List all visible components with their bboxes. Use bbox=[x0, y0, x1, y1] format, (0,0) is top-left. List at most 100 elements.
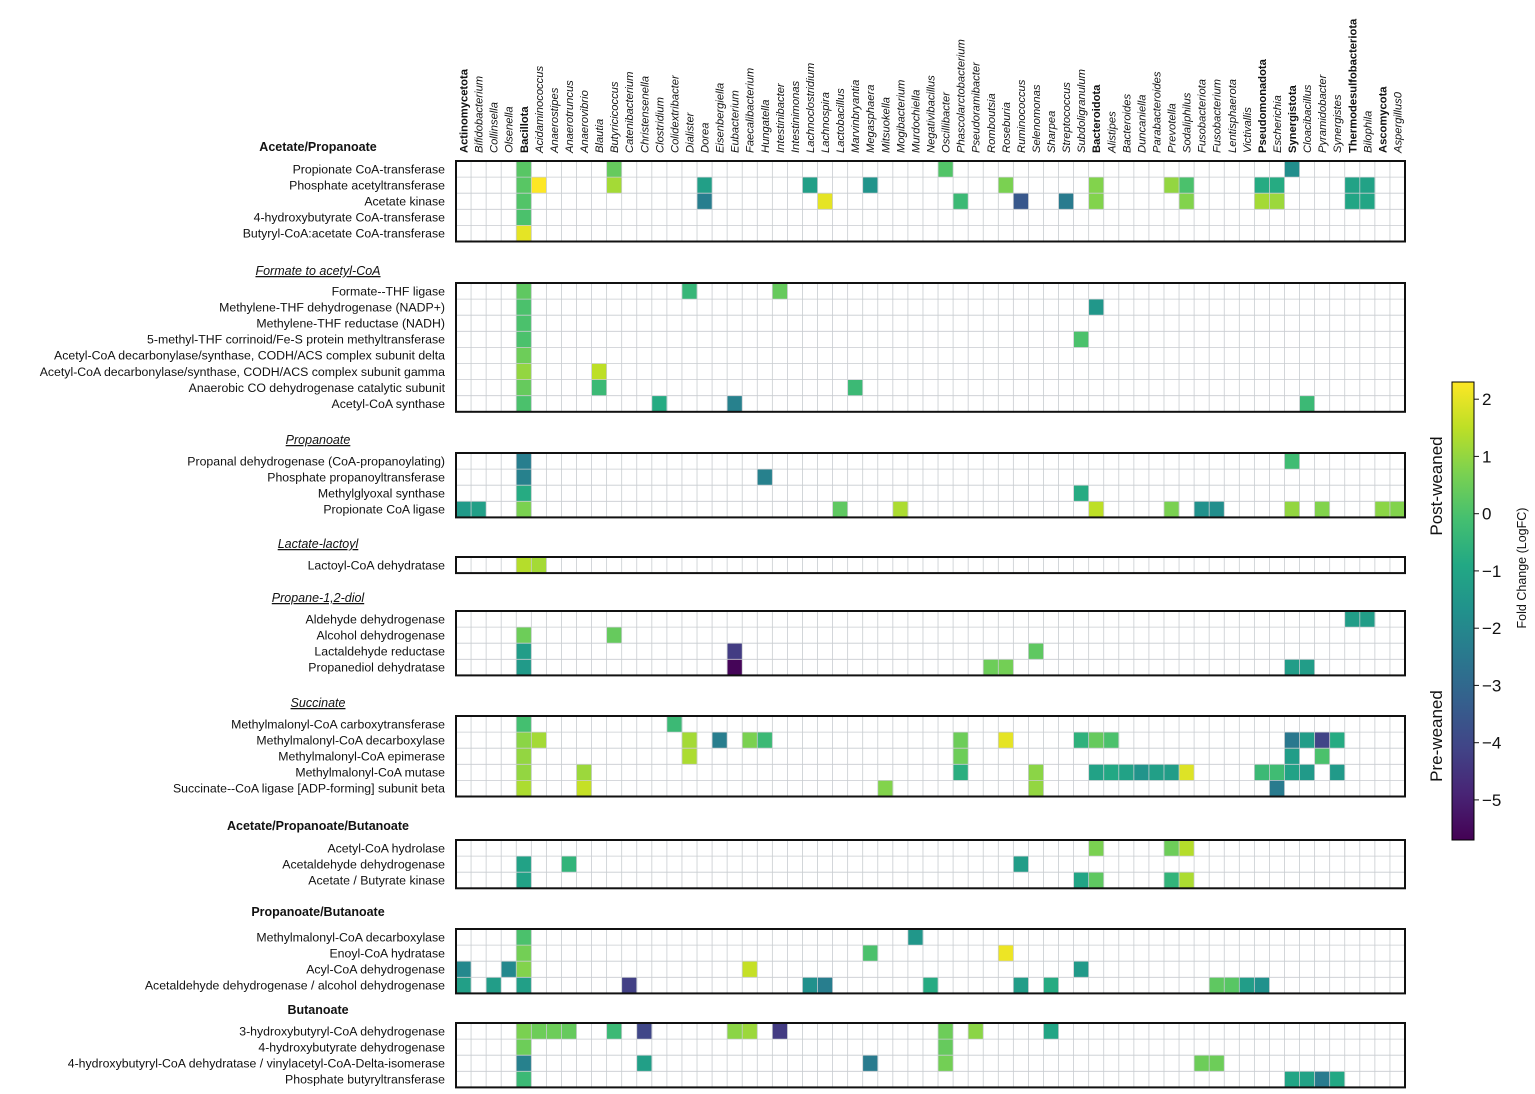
cell-acetate-kinase-sodaliphilus bbox=[1179, 193, 1195, 210]
cell-acetyl-coa-hydrolase-sodaliphilus bbox=[1179, 840, 1195, 857]
cell-4-hydroxybutyryl-coa-dehydratase-vinylacetyl-coa-delta-isomerase-bacillota bbox=[516, 1055, 532, 1072]
column-label-bacteroides: Bacteroides bbox=[1121, 94, 1133, 153]
cell-acetaldehyde-dehydrogenase-alcohol-dehydrogenase-lachnospira bbox=[817, 977, 833, 994]
column-label-phascolarctobacterium: Phascolarctobacterium bbox=[956, 39, 968, 153]
column-label-mitsuokella: Mitsuokella bbox=[880, 97, 892, 153]
group-title-propane-1-2-diol: Propane-1,2-diol bbox=[272, 591, 366, 605]
cell-methylmalonyl-coa-decarboxylase-bacteroidota bbox=[1088, 732, 1105, 749]
colorbar-tick-label: 2 bbox=[1482, 390, 1491, 409]
cell-acetaldehyde-dehydrogenase-alcohol-dehydrogenase-actinomycetota bbox=[456, 977, 472, 994]
cell-methylmalonyl-coa-epimerase-synergistota bbox=[1284, 748, 1300, 765]
cell-phosphate-acetyltransferase-bacteroidota bbox=[1088, 177, 1105, 194]
colorbar-tick-label: −2 bbox=[1482, 619, 1501, 638]
cell-lactoyl-coa-dehydratase-acidaminococcus bbox=[531, 557, 547, 574]
cell-4-hydroxybutyryl-coa-dehydratase-vinylacetyl-coa-delta-isomerase-megasphaera bbox=[862, 1055, 879, 1072]
group-propane-1-2-diol: Propane-1,2-diol Aldehyde dehydrogenase Al… bbox=[272, 591, 1406, 677]
cell-propanediol-dehydratase-roseburia bbox=[998, 659, 1014, 676]
cell-acyl-coa-dehydrogenase-subdoligranulum bbox=[1073, 961, 1089, 978]
cell-methylmalonyl-coa-decarboxylase-dialister bbox=[681, 732, 698, 749]
group-title-acetate-propanoate-butanoate: Acetate/Propanoate/Butanoate bbox=[227, 819, 409, 833]
cell-propanediol-dehydratase-bacillota bbox=[516, 659, 532, 676]
cell-methylmalonyl-coa-decarboxylase-subdoligranulum bbox=[1073, 732, 1089, 749]
column-label-selenomonas: Selenomonas bbox=[1031, 84, 1043, 153]
cell-phosphate-acetyltransferase-bilophila bbox=[1359, 177, 1376, 194]
colorbar-label: Fold Change (LogFC) bbox=[1515, 508, 1529, 629]
cell-acetaldehyde-dehydrogenase-anaerotruncus bbox=[561, 856, 577, 873]
column-label-pseudoramibacter: Pseudoramibacter bbox=[971, 61, 983, 153]
cell-acetate-kinase-streptococcus bbox=[1058, 193, 1074, 210]
column-label-escherichia: Escherichia bbox=[1272, 95, 1284, 153]
cell-methylmalonyl-coa-mutase-synergistes bbox=[1329, 764, 1346, 781]
column-label-collinsella: Collinsella bbox=[489, 102, 501, 153]
row-label-alcohol-dehydrogenase: Alcohol dehydrogenase bbox=[316, 628, 445, 642]
group-title-lactate-lactoyl: Lactate-lactoyl bbox=[278, 537, 360, 551]
cell-methylmalonyl-coa-mutase-synergistota bbox=[1284, 764, 1300, 781]
column-label-eubacterium: Eubacterium bbox=[730, 90, 742, 153]
colorbar-gradient bbox=[1451, 381, 1475, 841]
cell-acyl-coa-dehydrogenase-actinomycetota bbox=[456, 961, 472, 978]
heatmap-groups: Acetate/Propanoate Propionate CoA-transfe… bbox=[40, 140, 1406, 1089]
row-label-anaerobic-co-dehydrogenase-catalytic-subunit: Anaerobic CO dehydrogenase catalytic sub… bbox=[189, 381, 446, 395]
cell-acetaldehyde-dehydrogenase-alcohol-dehydrogenase-lentisphaerota bbox=[1224, 977, 1240, 994]
column-label-marvinbryantia: Marvinbryantia bbox=[850, 80, 862, 153]
grid-lines bbox=[456, 1023, 1405, 1088]
cell-acyl-coa-dehydrogenase-faecalibacterium bbox=[742, 961, 758, 978]
cell-propionate-coa-ligase-bacteroidota bbox=[1088, 501, 1105, 518]
row-label-acetaldehyde-dehydrogenase-alcohol-dehydrogenase: Acetaldehyde dehydrogenase / alcohol deh… bbox=[145, 979, 445, 993]
column-label-duncaniella: Duncaniella bbox=[1136, 95, 1148, 153]
cell-propionate-coa-ligase-prevotella bbox=[1163, 501, 1180, 518]
cell-methylmalonyl-coa-mutase-phascolarctobacterium bbox=[953, 764, 969, 781]
column-label-murdochiella: Murdochiella bbox=[910, 90, 922, 153]
cell-methylmalonyl-coa-mutase-bacillota bbox=[516, 764, 532, 781]
cell-alcohol-dehydrogenase-butyricicoccus bbox=[606, 627, 622, 644]
cell-phosphate-acetyltransferase-lachnoclostridium bbox=[802, 177, 818, 194]
group-background bbox=[456, 840, 1405, 889]
column-label-aspergillus0: Aspergillus0 bbox=[1393, 91, 1405, 154]
column-label-pyramidobacter: Pyramidobacter bbox=[1317, 73, 1329, 153]
row-label-acetyl-coa-synthase: Acetyl-CoA synthase bbox=[332, 397, 446, 411]
group-border bbox=[455, 282, 1406, 413]
cell-phosphate-acetyltransferase-pseudomonadota bbox=[1254, 177, 1270, 194]
cell-succinate-coa-ligase-adp-forming-subunit-beta-bacillota bbox=[516, 780, 532, 797]
pre-weaned-label: Pre-weaned bbox=[1427, 690, 1446, 782]
cell-acyl-coa-dehydrogenase-olsenella bbox=[501, 961, 517, 978]
group-title-propanoate-butanoate: Propanoate/Butanoate bbox=[251, 905, 384, 919]
column-label-alistipes: Alistipes bbox=[1106, 111, 1118, 154]
cell-methylmalonyl-coa-mutase-pseudomonadota bbox=[1254, 764, 1270, 781]
cell-phosphate-acetyltransferase-dorea bbox=[697, 177, 713, 194]
cell-methylmalonyl-coa-mutase-bacteroidota bbox=[1088, 764, 1105, 781]
row-label-lactaldehyde-reductase: Lactaldehyde reductase bbox=[314, 645, 445, 659]
cell-acetate-kinase-bacillota bbox=[516, 193, 532, 210]
cell-aldehyde-dehydrogenase-bilophila bbox=[1359, 611, 1376, 628]
cell-acetate-kinase-thermodesulfobacteriota bbox=[1344, 193, 1361, 210]
column-label-victivallis: Victivallis bbox=[1242, 107, 1254, 153]
colorbar-tick-label: −3 bbox=[1482, 676, 1501, 695]
cell-lactaldehyde-reductase-bacillota bbox=[516, 643, 532, 660]
column-label-prevotella: Prevotella bbox=[1167, 103, 1179, 153]
row-label-acetate-butyrate-kinase: Acetate / Butyrate kinase bbox=[308, 874, 445, 888]
row-label-lactoyl-coa-dehydratase: Lactoyl-CoA dehydratase bbox=[308, 558, 446, 572]
cell-acetaldehyde-dehydrogenase-alcohol-dehydrogenase-negativibacillus bbox=[922, 977, 939, 994]
grid-lines bbox=[456, 929, 1405, 994]
cell-methylmalonyl-coa-decarboxylase-roseburia bbox=[998, 732, 1014, 749]
row-label-methylmalonyl-coa-epimerase: Methylmalonyl-CoA epimerase bbox=[278, 750, 445, 764]
cell-phosphate-butyryltransferase-bacillota bbox=[516, 1071, 532, 1088]
column-label-sharpea: Sharpea bbox=[1046, 111, 1058, 153]
column-label-ruminococcus: Ruminococcus bbox=[1016, 79, 1028, 153]
row-label-methylmalonyl-coa-mutase: Methylmalonyl-CoA mutase bbox=[295, 766, 445, 780]
column-label-mogibacterium: Mogibacterium bbox=[895, 80, 907, 153]
cell-acetaldehyde-dehydrogenase-alcohol-dehydrogenase-lachnoclostridium bbox=[802, 977, 818, 994]
column-label-bilophila: Bilophila bbox=[1362, 111, 1374, 153]
cell-phosphate-acetyltransferase-bacillota bbox=[516, 177, 532, 194]
cell-3-hydroxybutyryl-coa-dehydrogenase-anaerostipes bbox=[546, 1023, 562, 1040]
row-label-propionate-coa-ligase: Propionate CoA ligase bbox=[323, 503, 445, 517]
cell-acetaldehyde-dehydrogenase-alcohol-dehydrogenase-sharpea bbox=[1043, 977, 1059, 994]
column-label-blautia: Blautia bbox=[594, 119, 606, 153]
column-label-synergistota: Synergistota bbox=[1287, 84, 1299, 153]
column-label-intestinibacter: Intestinibacter bbox=[775, 82, 787, 153]
row-label-formate-thf-ligase: Formate--THF ligase bbox=[332, 284, 446, 298]
row-label-aldehyde-dehydrogenase: Aldehyde dehydrogenase bbox=[306, 612, 446, 626]
group-acetate-propanoate-butanoate: Acetate/Propanoate/Butanoate Acetyl-CoA h… bbox=[227, 819, 1406, 890]
column-label-fusobacterium: Fusobacterium bbox=[1212, 79, 1224, 153]
cell-methylmalonyl-coa-decarboxylase-bacillota bbox=[516, 732, 532, 749]
